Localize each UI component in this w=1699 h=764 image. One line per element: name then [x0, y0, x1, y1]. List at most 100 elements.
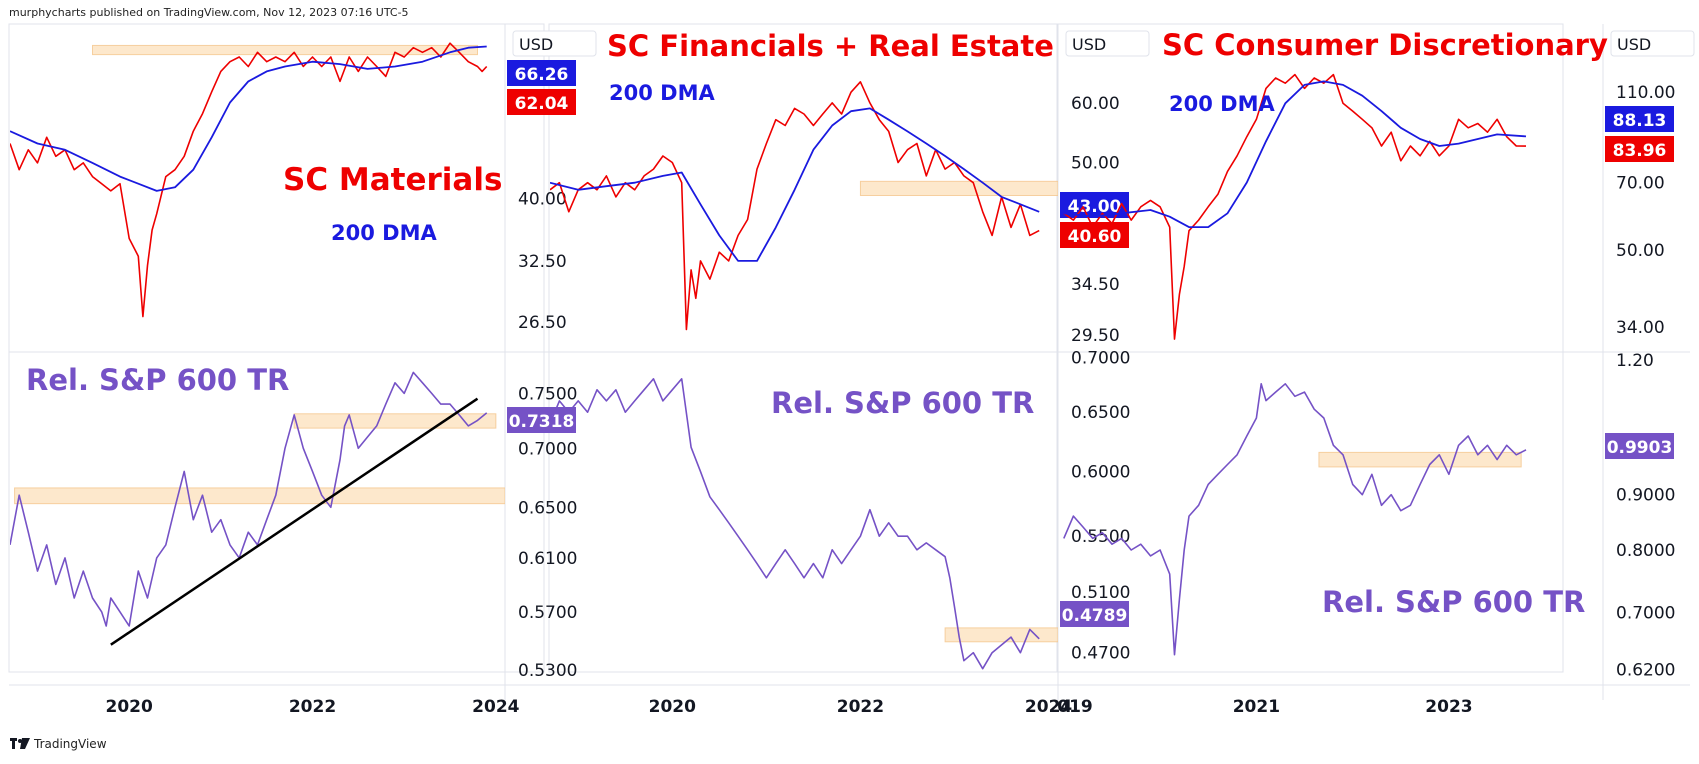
currency-box: [512, 30, 597, 57]
last-value-badge: 83.96: [1605, 136, 1674, 162]
panel-frame-3: [1057, 23, 1564, 673]
panel-frame-2: [548, 23, 1058, 673]
y-tick-label: 26.50: [518, 313, 567, 333]
y-tick-label: 0.6200: [1616, 661, 1675, 681]
y-tick-label: 34.50: [1071, 275, 1120, 295]
y-tick-label: 110.00: [1616, 83, 1675, 103]
plot-area: [550, 377, 1058, 670]
y-tick-label: 0.7000: [518, 439, 577, 459]
series-line-1: [550, 377, 1040, 670]
panel-bottom-middle: Rel. S&P 600 TR 0.4700 0.5100 0.5500 0.6000 0…: [550, 348, 1130, 717]
panel-frames: [8, 23, 1690, 700]
currency-box: [1610, 30, 1695, 57]
panel-bottom-right: Rel. S&P 600 TR 0.6200 0.7000 0.8000 0.9000 1…: [1057, 351, 1675, 717]
y-tick-label: 0.7000: [1616, 604, 1675, 624]
last-value-label: 62.04: [515, 94, 569, 114]
panel-title: SC Materials: [283, 162, 502, 198]
last-value-badge: 0.7318: [507, 407, 576, 433]
x-tick-label: 2020: [649, 697, 696, 717]
currency-selector[interactable]: USD: [512, 30, 597, 57]
x-tick-label: 2022: [289, 697, 336, 717]
y-tick-label: 70.00: [1616, 173, 1665, 193]
last-value-badge: 0.9903: [1605, 433, 1674, 459]
y-tick-label: 0.5700: [518, 603, 577, 623]
panel-top-left: SC Materials 200 DMA 26.50 32.50 40.00 USD 66.…: [10, 30, 597, 333]
last-value-box: [1605, 433, 1674, 459]
last-value-badge: 40.60: [1060, 222, 1129, 248]
y-tick-label: 40.00: [518, 189, 567, 209]
y-tick-label: 0.7000: [1071, 348, 1130, 368]
last-value-label: 83.96: [1613, 141, 1667, 161]
panel-top-right: SC Consumer Discretionary 200 DMA 34.00 50.…: [1063, 28, 1695, 340]
last-value-badge: 66.26: [507, 60, 576, 86]
series-line-2: [10, 45, 487, 192]
panel-title: Rel. S&P 600 TR: [771, 386, 1034, 420]
last-value-label: 43.00: [1068, 197, 1122, 217]
publisher-header: murphycharts published on TradingView.co…: [9, 6, 409, 19]
x-tick-label: 2024: [472, 697, 519, 717]
resistance-zone-1: [1318, 451, 1522, 468]
last-value-label: 66.26: [515, 65, 569, 85]
series-line-1: [10, 42, 488, 318]
y-tick-label: 32.50: [518, 252, 567, 272]
plot-area: [550, 81, 1058, 331]
panel-top-middle: SC Financials + Real Estate 200 DMA 29.50 3…: [550, 29, 1150, 346]
panel-title: Rel. S&P 600 TR: [1322, 585, 1585, 619]
panel-frame-1: [8, 23, 545, 673]
last-value-badge: 88.13: [1605, 106, 1674, 132]
currency-label: USD: [1617, 35, 1651, 54]
y-tick-label: 0.6000: [1071, 463, 1130, 483]
y-tick-label: 0.5100: [1071, 583, 1130, 603]
plot-area: [1063, 382, 1527, 656]
last-value-label: 0.4789: [1062, 606, 1128, 626]
last-value-label: 0.9903: [1607, 438, 1673, 458]
tradingview-logo-icon: [10, 738, 30, 749]
y-tick-label: 34.00: [1616, 318, 1665, 338]
last-value-box: [1060, 222, 1129, 248]
y-tick-label: 50.00: [1071, 154, 1120, 174]
series-line-2: [550, 107, 1040, 262]
tradingview-brand-label: TradingView: [34, 737, 107, 751]
resistance-zone-1: [92, 44, 478, 56]
plot-area: [10, 42, 488, 318]
x-tick-label: 2022: [837, 697, 884, 717]
currency-label: USD: [519, 35, 553, 54]
last-value-box: [1605, 136, 1674, 162]
last-value-box: [507, 60, 576, 86]
y-tick-label: 0.5500: [1071, 527, 1130, 547]
last-value-box: [1060, 601, 1129, 627]
y-tick-label: 0.9000: [1616, 486, 1675, 506]
dma-label: 200 DMA: [609, 81, 715, 105]
panel-title: SC Financials + Real Estate: [607, 29, 1054, 63]
resistance-zone-2: [293, 413, 497, 429]
dma-label: 200 DMA: [331, 221, 437, 245]
panel-bottom-left: Rel. S&P 600 TR 0.5300 0.5700 0.6100 0.6500 0…: [10, 363, 577, 717]
resistance-zone-1: [859, 180, 1058, 196]
y-tick-label: 50.00: [1616, 241, 1665, 261]
last-value-label: 0.7318: [509, 412, 575, 432]
last-value-label: 88.13: [1613, 111, 1667, 131]
currency-selector[interactable]: USD: [1610, 30, 1695, 57]
y-tick-label: 29.50: [1071, 326, 1120, 346]
series-line-1: [10, 371, 488, 627]
tradingview-brand[interactable]: TradingView: [10, 737, 107, 751]
resistance-zone-1: [944, 627, 1058, 643]
x-tick-label: 2023: [1425, 697, 1472, 717]
y-tick-label: 0.6100: [518, 549, 577, 569]
series-line-2: [1063, 80, 1527, 229]
series-line-1: [1063, 73, 1527, 340]
y-tick-label: 0.8000: [1616, 541, 1675, 561]
x-tick-label: 019: [1057, 697, 1093, 717]
last-value-label: 40.60: [1068, 227, 1122, 247]
currency-label: USD: [1072, 35, 1106, 54]
currency-selector[interactable]: USD: [1065, 30, 1150, 57]
x-tick-label: 2020: [106, 697, 153, 717]
y-tick-label: 0.7500: [518, 384, 577, 404]
panel-title: SC Consumer Discretionary: [1162, 28, 1608, 62]
chart-panels: SC Materials 200 DMA 26.50 32.50 40.00 USD 66.…: [10, 28, 1695, 717]
last-value-badge: 0.4789: [1060, 601, 1129, 627]
y-tick-label: 60.00: [1071, 94, 1120, 114]
panel-title: Rel. S&P 600 TR: [26, 363, 289, 397]
x-tick-label: 2021: [1233, 697, 1280, 717]
